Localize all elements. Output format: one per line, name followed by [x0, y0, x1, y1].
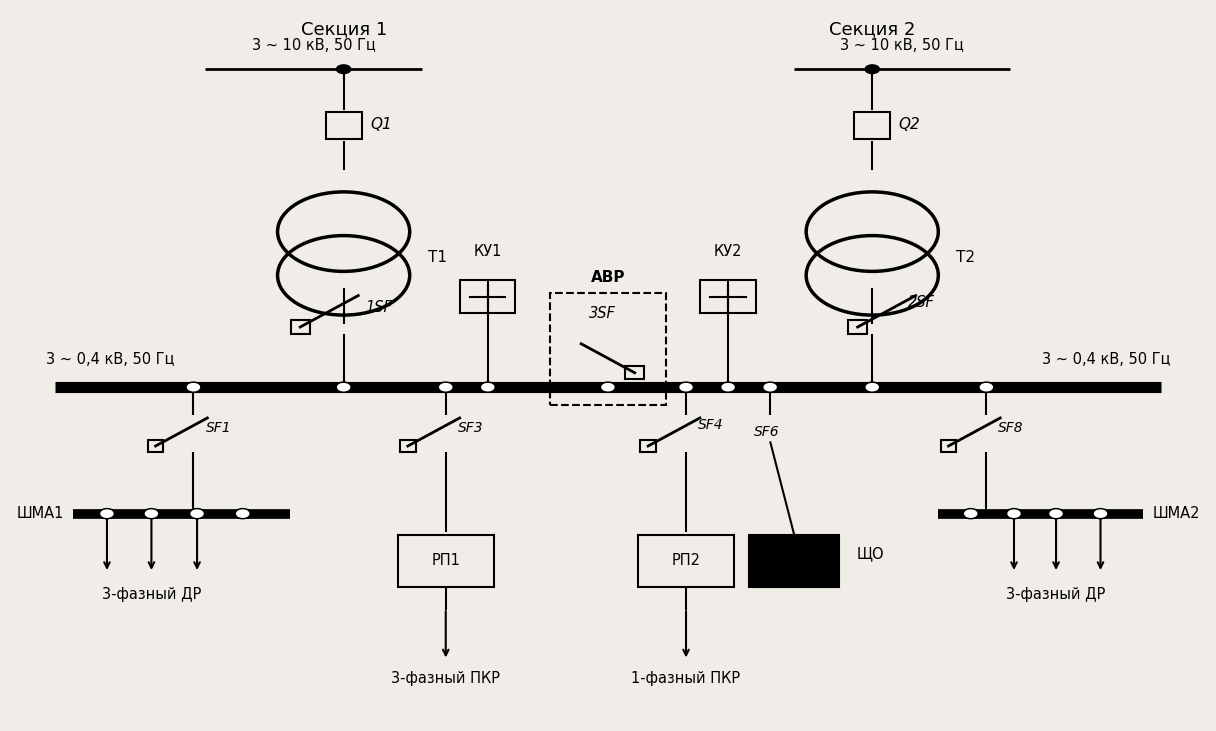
Bar	[326, 112, 361, 140]
Text: Q2: Q2	[899, 117, 921, 132]
Circle shape	[764, 384, 776, 391]
Circle shape	[191, 510, 203, 518]
Text: Секция 1: Секция 1	[300, 20, 387, 39]
Circle shape	[235, 509, 252, 519]
Text: Т2: Т2	[956, 249, 975, 265]
Bar	[460, 280, 516, 314]
Text: ШМА2: ШМА2	[1153, 506, 1200, 521]
Bar	[638, 534, 734, 587]
Text: КУ2: КУ2	[714, 243, 742, 259]
Bar	[291, 319, 310, 334]
Circle shape	[865, 65, 879, 74]
Circle shape	[143, 509, 159, 519]
Circle shape	[440, 384, 452, 391]
Circle shape	[863, 382, 880, 393]
Text: ШМА1: ШМА1	[16, 506, 63, 521]
Circle shape	[1006, 509, 1023, 519]
Circle shape	[237, 510, 249, 518]
Text: 3-фазный ПКР: 3-фазный ПКР	[392, 671, 500, 686]
Circle shape	[720, 382, 737, 393]
Circle shape	[680, 384, 692, 391]
Circle shape	[337, 65, 351, 74]
Text: ЩО: ЩО	[856, 546, 884, 561]
Circle shape	[677, 382, 694, 393]
Circle shape	[978, 382, 995, 393]
Text: КУ1: КУ1	[473, 243, 502, 259]
Text: SF1: SF1	[206, 421, 231, 436]
Bar	[700, 280, 755, 314]
Text: 1-фазный ПКР: 1-фазный ПКР	[631, 671, 741, 686]
Circle shape	[1092, 509, 1109, 519]
Text: Q1: Q1	[370, 117, 392, 132]
Text: 3 ~ 0,4 кВ, 50 Гц: 3 ~ 0,4 кВ, 50 Гц	[1042, 352, 1170, 367]
Circle shape	[146, 510, 157, 518]
Circle shape	[479, 382, 496, 393]
Circle shape	[438, 382, 454, 393]
Circle shape	[101, 510, 113, 518]
Text: Секция 2: Секция 2	[829, 20, 916, 39]
Circle shape	[1051, 510, 1062, 518]
Circle shape	[602, 384, 614, 391]
Text: РП1: РП1	[432, 553, 460, 568]
Text: РП2: РП2	[671, 553, 700, 568]
Text: SF4: SF4	[698, 417, 724, 432]
Bar	[749, 534, 839, 587]
Circle shape	[338, 384, 350, 391]
Text: 1SF: 1SF	[365, 300, 392, 315]
Circle shape	[964, 510, 976, 518]
Text: 2SF: 2SF	[908, 295, 935, 310]
Text: SF3: SF3	[457, 421, 484, 436]
Text: АВР: АВР	[591, 270, 625, 284]
Circle shape	[187, 384, 199, 391]
Bar	[941, 440, 956, 452]
Text: SF6: SF6	[754, 425, 779, 439]
Bar	[848, 319, 867, 334]
Text: 3-фазный ДР: 3-фазный ДР	[102, 588, 201, 602]
Bar	[148, 440, 163, 452]
Circle shape	[482, 384, 494, 391]
Bar	[551, 293, 665, 405]
Circle shape	[761, 382, 778, 393]
Text: 3 ~ 10 кВ, 50 Гц: 3 ~ 10 кВ, 50 Гц	[252, 38, 376, 53]
Circle shape	[980, 384, 992, 391]
Bar	[854, 112, 890, 140]
Bar	[641, 440, 655, 452]
Text: 3-фазный ДР: 3-фазный ДР	[1007, 588, 1105, 602]
Circle shape	[185, 382, 202, 393]
Text: 3 ~ 0,4 кВ, 50 Гц: 3 ~ 0,4 кВ, 50 Гц	[46, 352, 174, 367]
Bar	[398, 534, 494, 587]
Circle shape	[599, 382, 617, 393]
Circle shape	[1048, 509, 1064, 519]
Circle shape	[962, 509, 979, 519]
Circle shape	[336, 382, 353, 393]
Text: 3 ~ 10 кВ, 50 Гц: 3 ~ 10 кВ, 50 Гц	[840, 38, 964, 53]
Circle shape	[866, 384, 878, 391]
Bar	[625, 366, 644, 379]
Circle shape	[1008, 510, 1020, 518]
Text: SF8: SF8	[998, 421, 1024, 436]
Circle shape	[98, 509, 116, 519]
Circle shape	[722, 384, 734, 391]
Text: Т1: Т1	[428, 249, 446, 265]
Text: 3SF: 3SF	[589, 306, 615, 321]
Circle shape	[188, 509, 206, 519]
Circle shape	[1094, 510, 1107, 518]
Bar	[400, 440, 416, 452]
